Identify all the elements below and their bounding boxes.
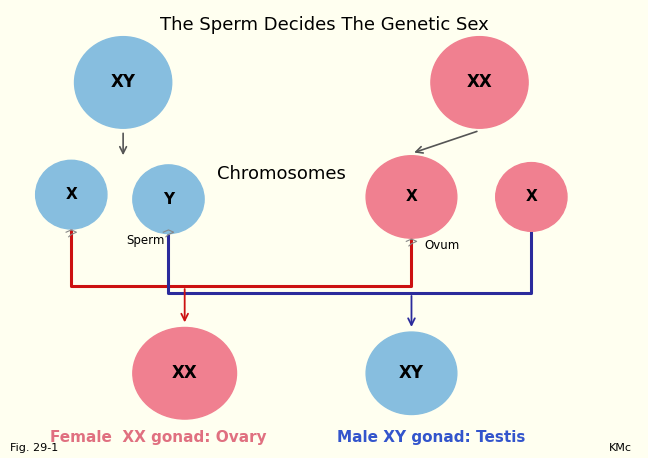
Ellipse shape [366, 332, 457, 414]
Text: XY: XY [111, 73, 135, 92]
Text: X: X [406, 190, 417, 204]
Ellipse shape [36, 160, 107, 229]
Text: XX: XX [467, 73, 492, 92]
Text: Male XY gonad: Testis: Male XY gonad: Testis [337, 430, 525, 445]
Text: Y: Y [163, 192, 174, 207]
Text: Fig. 29-1: Fig. 29-1 [10, 443, 58, 453]
Ellipse shape [431, 37, 528, 128]
Text: The Sperm Decides The Genetic Sex: The Sperm Decides The Genetic Sex [159, 16, 489, 34]
Ellipse shape [366, 156, 457, 238]
Ellipse shape [75, 37, 172, 128]
Text: KMc: KMc [609, 443, 632, 453]
Text: X: X [65, 187, 77, 202]
Text: Ovum: Ovum [424, 239, 459, 251]
Text: XX: XX [172, 364, 198, 382]
Text: XY: XY [399, 364, 424, 382]
Ellipse shape [133, 327, 237, 419]
Ellipse shape [133, 165, 204, 234]
Text: Sperm: Sperm [126, 234, 165, 247]
Text: Female  XX gonad: Ovary: Female XX gonad: Ovary [51, 430, 267, 445]
Text: Chromosomes: Chromosomes [218, 165, 346, 183]
Text: X: X [526, 190, 537, 204]
Ellipse shape [496, 163, 567, 231]
